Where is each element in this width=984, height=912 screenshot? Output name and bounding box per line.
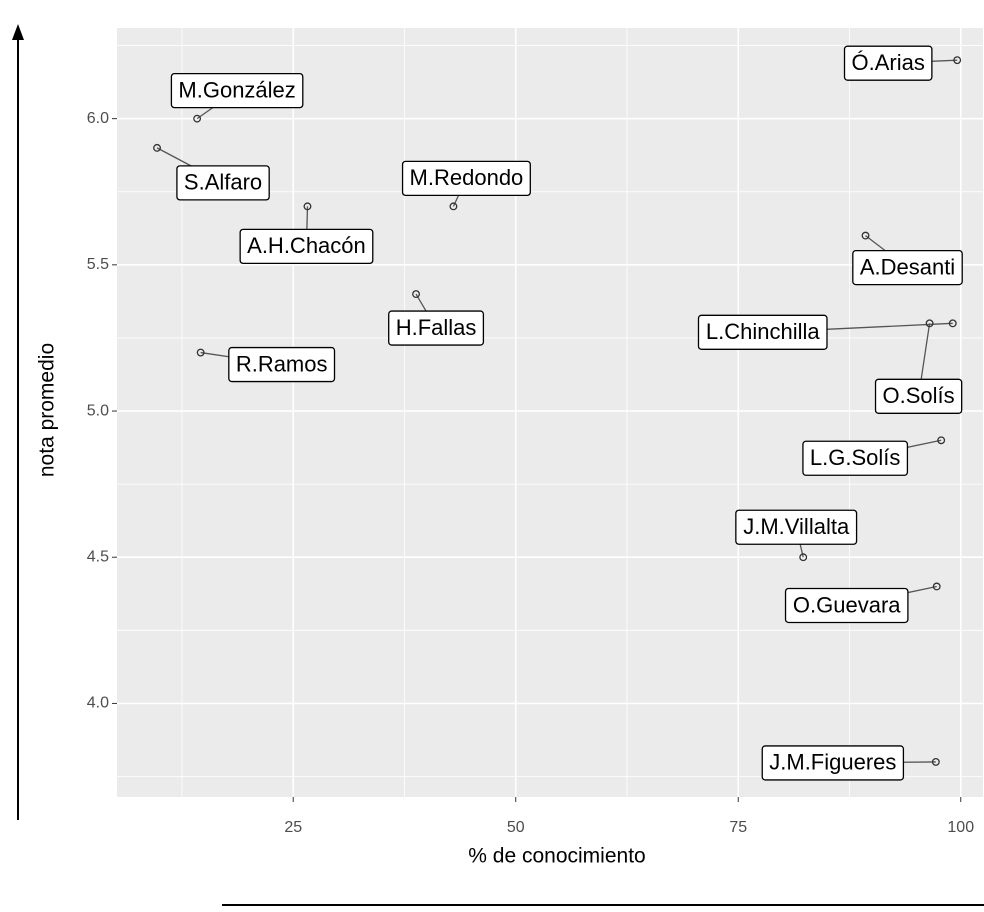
x-tick-label: 25 xyxy=(284,819,302,836)
point xyxy=(931,757,940,766)
point xyxy=(948,319,957,328)
point-label: A.H.Chacón xyxy=(247,233,366,258)
x-axis-title: % de conocimiento xyxy=(468,845,645,868)
point xyxy=(932,582,941,591)
point xyxy=(449,202,458,211)
label-box xyxy=(802,440,909,476)
point-label: A.Desanti xyxy=(860,254,955,279)
x-tick-label: 75 xyxy=(729,819,747,836)
point-label: O.Guevara xyxy=(793,592,901,617)
y-tick-label: 6.0 xyxy=(87,110,109,127)
point xyxy=(799,553,808,562)
point-label: Ó.Arias xyxy=(852,50,925,75)
point-label: L.G.Solís xyxy=(810,445,900,470)
label-box xyxy=(784,587,909,624)
point xyxy=(937,436,946,445)
y-tick-label: 5.0 xyxy=(87,402,109,419)
y-tick-label: 4.5 xyxy=(87,548,109,565)
point-label: O.Solís xyxy=(883,383,955,408)
point xyxy=(196,348,205,357)
x-tick-label: 100 xyxy=(947,819,974,836)
x-tick-label: 50 xyxy=(507,819,525,836)
point-label: M.Redondo xyxy=(410,165,524,190)
label-box xyxy=(388,310,485,346)
y-axis-title: nota promedio xyxy=(36,343,59,477)
label-box xyxy=(170,72,304,109)
point xyxy=(303,202,312,211)
arrow-head xyxy=(12,24,24,40)
label-box xyxy=(176,165,270,201)
point xyxy=(925,319,934,328)
point-label: J.M.Figueres xyxy=(769,750,896,775)
point-label: R.Ramos xyxy=(236,351,328,376)
label-box xyxy=(239,228,374,265)
label-box xyxy=(697,314,828,350)
point-label: S.Alfaro xyxy=(184,170,262,195)
point xyxy=(193,114,202,123)
y-tick-label: 4.0 xyxy=(87,695,109,712)
label-box xyxy=(843,45,933,81)
label-box xyxy=(735,509,858,545)
label-box xyxy=(401,160,531,197)
label-box xyxy=(761,745,905,781)
point xyxy=(861,231,870,240)
point xyxy=(153,143,162,152)
label-box xyxy=(874,378,963,414)
point-label: J.M.Villalta xyxy=(743,514,850,539)
y-tick-label: 5.5 xyxy=(87,256,109,273)
point-label: L.Chinchilla xyxy=(706,319,820,344)
point xyxy=(953,56,962,65)
label-box xyxy=(228,346,336,383)
point xyxy=(412,290,421,299)
label-box xyxy=(852,249,963,286)
point-label: M.González xyxy=(178,77,295,102)
point-label: H.Fallas xyxy=(396,315,477,340)
marks: Ó.Arias M.González S.Alfaro A.H.Chacón M.Red… xyxy=(153,45,963,781)
panel xyxy=(117,28,983,797)
